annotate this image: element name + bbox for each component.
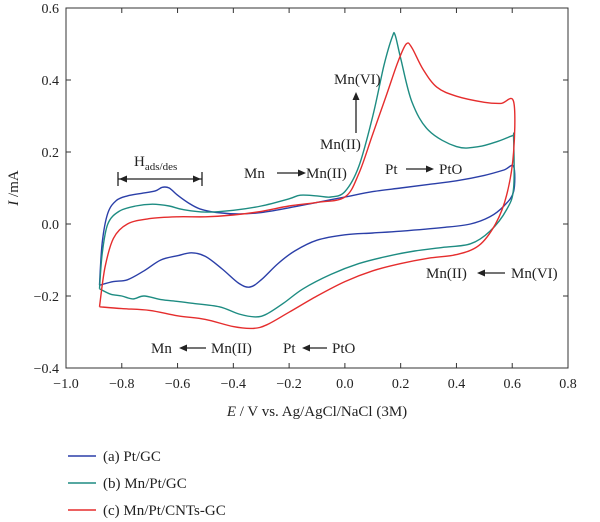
legend-label: (a) Pt/GC [103,449,161,465]
annot-mn-vi: Mn(VI) [334,72,381,88]
annot-red-pt-right: PtO [332,341,356,357]
y-tick-label: 0.4 [42,74,60,89]
annot-mn-ox-left: Mn [244,166,265,182]
annot-red-mnii-left: Mn [151,341,172,357]
annot-red-mn-right: Mn(VI) [511,266,558,282]
x-tick-label: 0.6 [503,377,521,392]
x-tick-label: −0.2 [276,377,301,392]
legend-label: (b) Mn/Pt/GC [103,476,187,492]
annot-mn-ox-head [298,169,306,177]
x-axis-title: E / V vs. Ag/AgCl/NaCl (3M) [226,404,407,420]
annot-red-mn-head [477,269,485,277]
annot-pt-ox-left: Pt [385,162,398,178]
annot-red-mn-left: Mn(II) [426,266,467,282]
annot-hads-head-right [193,175,201,183]
y-axis-title: I /mA [6,170,22,207]
x-tick-label: 0.0 [336,377,354,392]
y-tick-label: 0.6 [42,2,60,17]
annot-mn-up-head [352,92,360,100]
x-tick-label: 0.2 [392,377,410,392]
ticks-layer: −1.0 −0.8 −0.6 −0.4 −0.2 0.0 0.2 0.4 0.6 0.8 −0.4 −… [34,2,577,392]
y-tick-label: −0.4 [34,362,59,377]
legend: (a) Pt/GC (b) Mn/Pt/GC (c) Mn/Pt/CNTs-GC [68,449,226,519]
annot-red-pt-head [302,344,310,352]
series-line-a-pt-gc [98,164,516,288]
x-tick-label: −0.4 [221,377,246,392]
series-line-c-mn-pt-cnts-gc [98,42,516,330]
annot-mn-ii-top: Mn(II) [320,137,361,153]
y-tick-label: 0.2 [42,146,60,161]
annotations: Hads/des Mn(VI) Mn(II) Mn Mn(II) Pt PtO … [117,72,558,357]
annot-pt-ox-right: PtO [439,162,463,178]
annot-pt-ox-head [426,165,434,173]
legend-label: (c) Mn/Pt/CNTs-GC [103,503,226,519]
annot-red-mnii-head [179,344,187,352]
x-tick-label: −0.6 [165,377,190,392]
annot-red-pt-left: Pt [283,341,296,357]
y-tick-label: 0.0 [42,218,60,233]
x-tick-label: −0.8 [109,377,134,392]
plot-frame [65,7,569,369]
curves-layer [98,31,516,330]
x-tick-label: −1.0 [53,377,78,392]
annot-hads: Hads/des [134,154,177,173]
annot-hads-head-left [119,175,127,183]
y-tick-label: −0.2 [34,290,59,305]
series-line-b-mn-pt-gc [98,31,515,318]
x-tick-label: 0.8 [559,377,577,392]
x-tick-label: 0.4 [448,377,466,392]
annot-mn-ox-right: Mn(II) [306,166,347,182]
annot-red-mnii-right: Mn(II) [211,341,252,357]
